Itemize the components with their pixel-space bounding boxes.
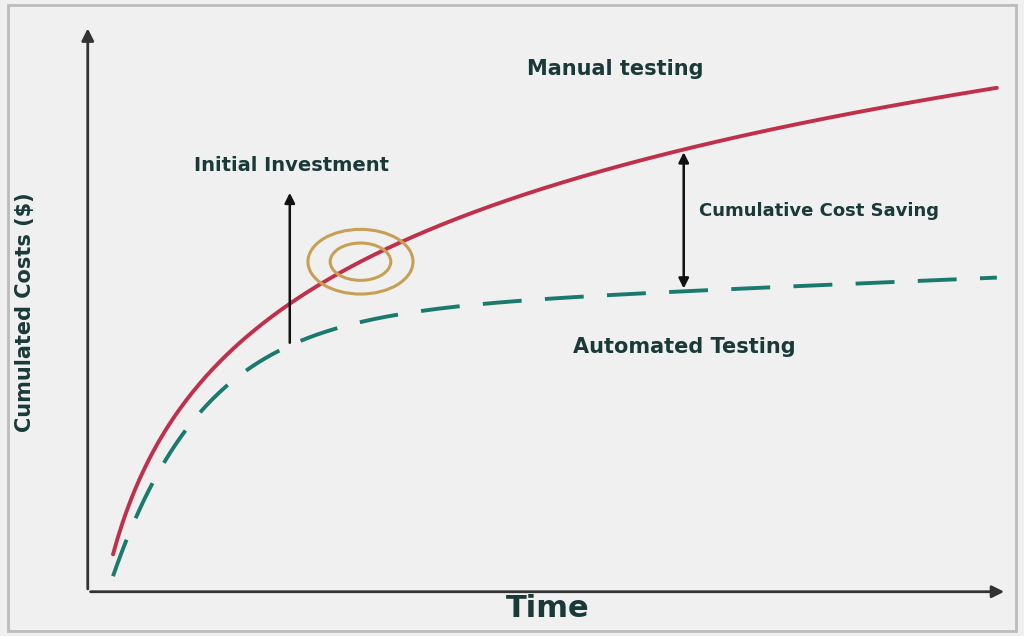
Text: Manual testing: Manual testing [527,59,703,79]
Text: Automated Testing: Automated Testing [572,337,796,357]
Text: Cumulated Costs ($): Cumulated Costs ($) [15,192,35,432]
Text: Time: Time [506,594,589,623]
Text: Initial Investment: Initial Investment [194,156,389,175]
Text: Cumulative Cost Saving: Cumulative Cost Saving [698,202,939,220]
